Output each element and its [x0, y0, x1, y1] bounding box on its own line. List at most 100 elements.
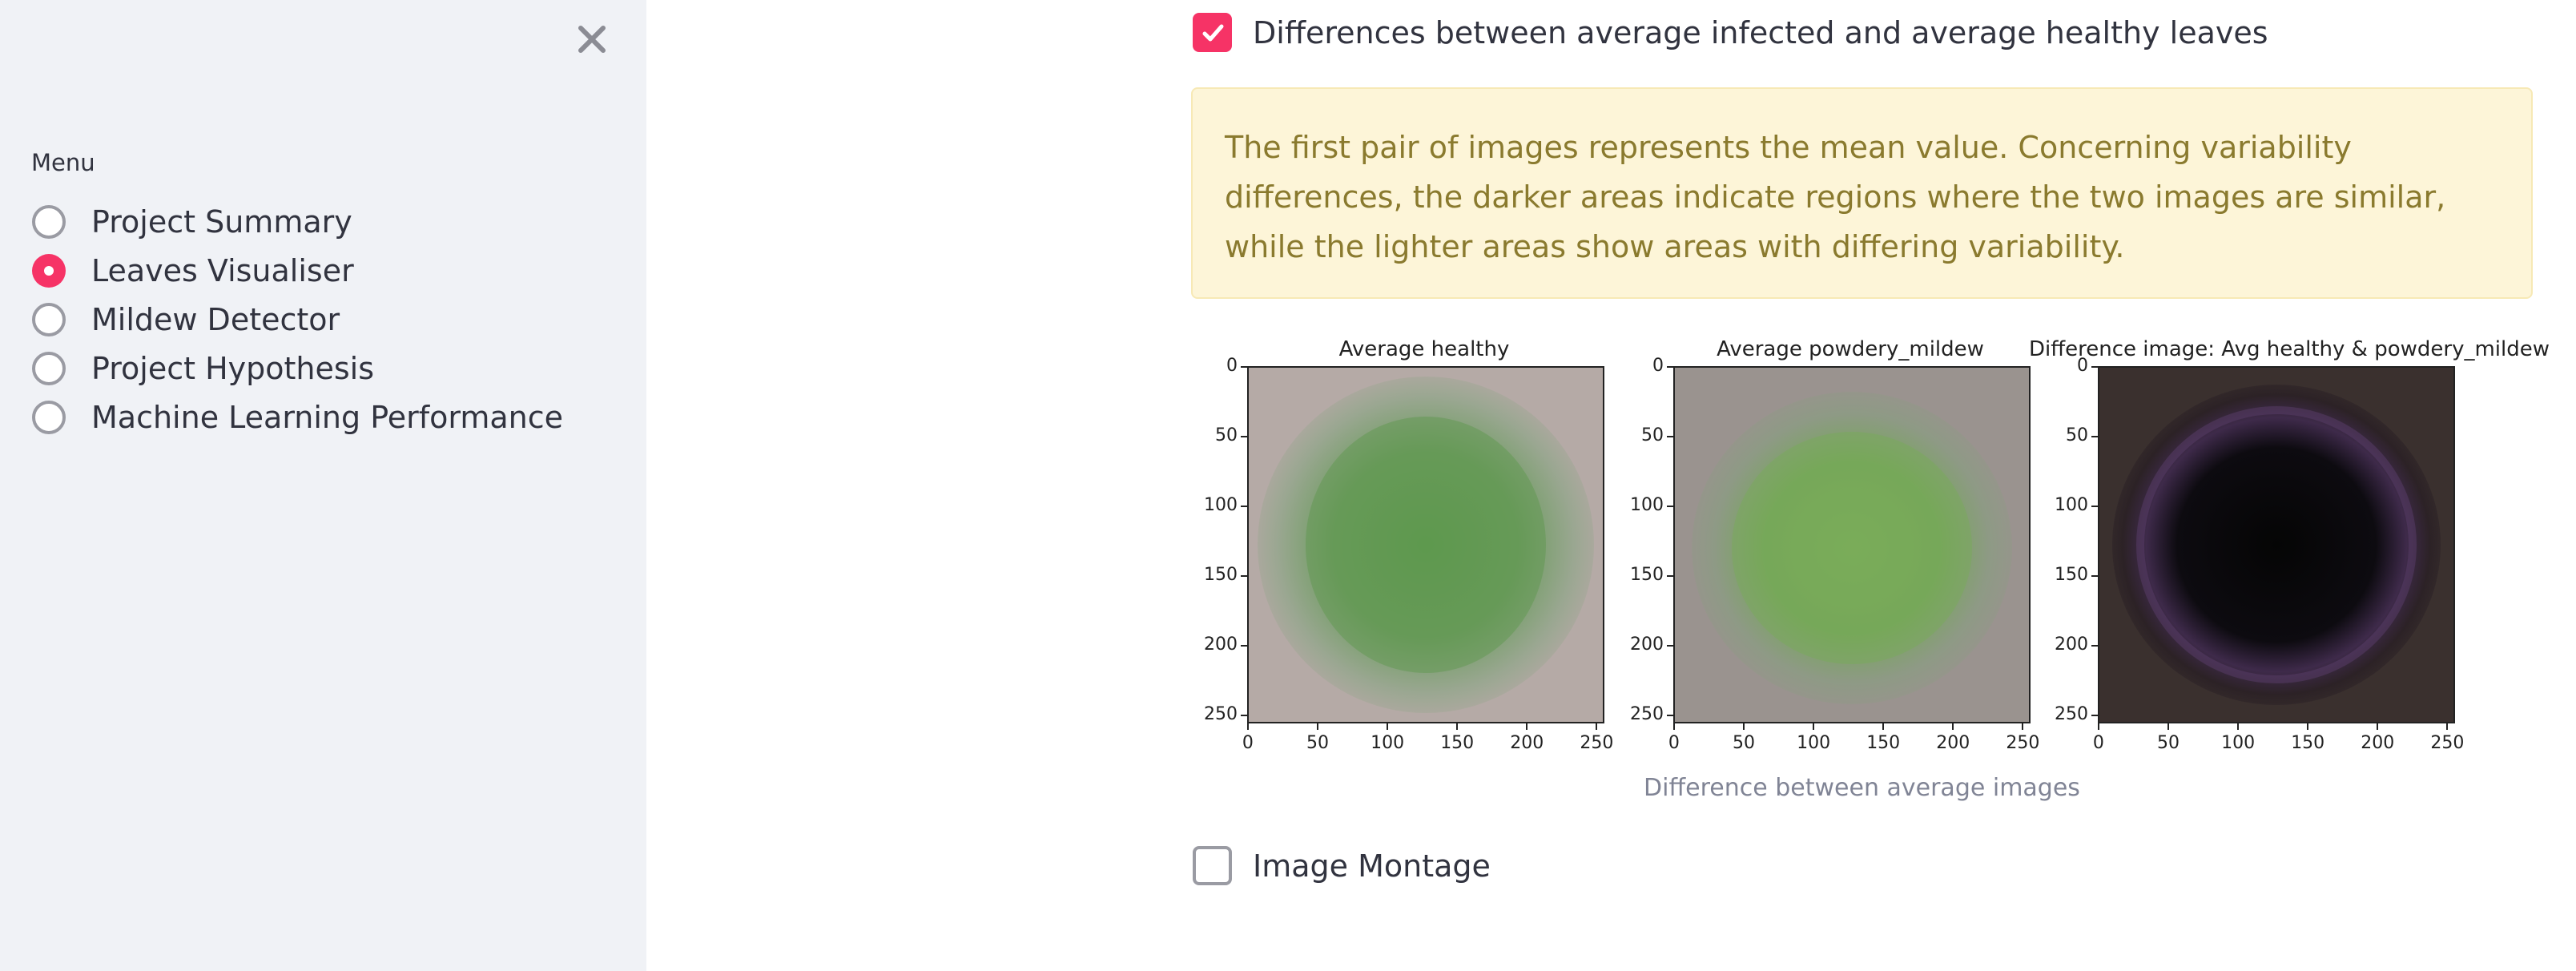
- x-tick-label: 200: [2361, 733, 2395, 753]
- close-icon: [578, 26, 606, 53]
- average-images-figure: Average healthy Average powdery_mildew D…: [1191, 332, 2550, 761]
- y-tick-mark: [2091, 715, 2098, 717]
- x-tick-label: 250: [2430, 733, 2465, 753]
- y-tick-label: 150: [1204, 565, 1238, 586]
- y-tick-mark: [1667, 506, 1673, 508]
- menu-item-label: Mildew Detector: [91, 301, 340, 337]
- average-powdery-mildew-image: [1673, 366, 2031, 723]
- y-tick-label: 150: [2055, 565, 2088, 586]
- y-tick-label: 250: [1204, 704, 1238, 725]
- x-tick-mark: [2377, 723, 2379, 730]
- checkbox-unchecked[interactable]: [1193, 846, 1232, 885]
- y-tick-label: 50: [1641, 425, 1664, 445]
- y-tick-label: 200: [1630, 635, 1664, 655]
- x-tick-label: 250: [1580, 733, 1614, 753]
- plot-title: Difference image: Avg healthy & powdery_…: [2028, 337, 2550, 361]
- y-tick-mark: [2091, 645, 2098, 647]
- x-tick-label: 50: [1306, 733, 1329, 753]
- y-tick-mark: [1241, 506, 1247, 508]
- x-tick-mark: [2446, 723, 2449, 730]
- x-tick-label: 0: [1242, 733, 1254, 753]
- difference-checkbox-label: Differences between average infected and…: [1253, 14, 2268, 50]
- radio-button[interactable]: [32, 204, 66, 239]
- x-tick-mark: [1387, 723, 1389, 730]
- menu-label: Menu: [31, 149, 95, 176]
- x-tick-mark: [1316, 723, 1318, 730]
- close-sidebar-button[interactable]: [570, 18, 614, 61]
- x-tick-label: 200: [1510, 733, 1544, 753]
- y-tick-label: 0: [1226, 355, 1238, 376]
- plot-average-powdery-mildew: Average powdery_mildew: [1617, 332, 2050, 761]
- x-tick-mark: [1742, 723, 1745, 730]
- y-tick-mark: [1241, 365, 1247, 368]
- x-tick-label: 250: [2006, 733, 2040, 753]
- y-tick-label: 250: [2055, 704, 2088, 725]
- x-tick-label: 200: [1936, 733, 1970, 753]
- x-tick-label: 100: [1371, 733, 1405, 753]
- y-tick-label: 200: [2055, 635, 2088, 655]
- sidebar: Menu Project Summary Leaves Visualiser M…: [0, 0, 646, 971]
- y-tick-mark: [1667, 575, 1673, 578]
- figure-caption: Difference between average images: [1644, 774, 2080, 802]
- x-tick-mark: [2167, 723, 2169, 730]
- x-tick-mark: [1952, 723, 1954, 730]
- menu-item-project-summary[interactable]: Project Summary: [32, 197, 563, 246]
- y-tick-label: 0: [2077, 355, 2088, 376]
- menu-item-leaves-visualiser[interactable]: Leaves Visualiser: [32, 246, 563, 295]
- x-tick-mark: [1882, 723, 1885, 730]
- x-tick-mark: [1246, 723, 1249, 730]
- plot-average-healthy: Average healthy: [1191, 332, 1624, 761]
- x-tick-mark: [1596, 723, 1598, 730]
- x-tick-mark: [1526, 723, 1528, 730]
- y-tick-label: 100: [2055, 495, 2088, 516]
- x-tick-mark: [1672, 723, 1675, 730]
- radio-button[interactable]: [32, 400, 66, 434]
- average-healthy-image: [1247, 366, 1604, 723]
- difference-image: [2098, 366, 2455, 723]
- y-tick-label: 100: [1204, 495, 1238, 516]
- checkmark-icon: [1202, 24, 1223, 41]
- x-tick-mark: [1456, 723, 1459, 730]
- checkbox-checked[interactable]: [1193, 13, 1232, 52]
- y-tick-label: 250: [1630, 704, 1664, 725]
- x-tick-label: 150: [1866, 733, 1901, 753]
- y-tick-mark: [1241, 645, 1247, 647]
- y-tick-mark: [2091, 365, 2098, 368]
- y-tick-label: 50: [1215, 425, 1238, 445]
- menu-radio-group: Project Summary Leaves Visualiser Mildew…: [32, 197, 563, 441]
- menu-item-project-hypothesis[interactable]: Project Hypothesis: [32, 344, 563, 393]
- x-tick-mark: [2097, 723, 2099, 730]
- radio-button[interactable]: [32, 302, 66, 336]
- y-tick-mark: [1667, 645, 1673, 647]
- x-tick-mark: [2237, 723, 2240, 730]
- difference-checkbox[interactable]: Differences between average infected and…: [1193, 13, 2268, 52]
- y-tick-mark: [2091, 506, 2098, 508]
- y-tick-mark: [1241, 575, 1247, 578]
- plot-title: Average powdery_mildew: [1717, 337, 1984, 361]
- plot-title: Average healthy: [1338, 337, 1510, 361]
- x-tick-label: 0: [2092, 733, 2104, 753]
- menu-item-label: Leaves Visualiser: [91, 252, 354, 288]
- x-tick-label: 100: [2221, 733, 2256, 753]
- y-tick-label: 100: [1630, 495, 1664, 516]
- y-tick-mark: [2091, 575, 2098, 578]
- y-tick-label: 150: [1630, 565, 1664, 586]
- menu-item-label: Machine Learning Performance: [91, 399, 563, 435]
- y-tick-mark: [1667, 365, 1673, 368]
- menu-item-mildew-detector[interactable]: Mildew Detector: [32, 295, 563, 344]
- y-tick-mark: [1241, 715, 1247, 717]
- radio-button[interactable]: [32, 351, 66, 385]
- y-tick-mark: [1667, 715, 1673, 717]
- x-tick-mark: [2022, 723, 2024, 730]
- menu-item-label: Project Hypothesis: [91, 350, 375, 386]
- x-tick-label: 50: [1732, 733, 1755, 753]
- menu-item-ml-performance[interactable]: Machine Learning Performance: [32, 393, 563, 441]
- x-tick-label: 100: [1797, 733, 1831, 753]
- radio-button-selected[interactable]: [32, 253, 66, 288]
- x-tick-label: 150: [2291, 733, 2325, 753]
- y-tick-label: 50: [2066, 425, 2088, 445]
- y-tick-mark: [1667, 435, 1673, 437]
- x-tick-mark: [1813, 723, 1815, 730]
- info-text: The first pair of images represents the …: [1225, 130, 2446, 264]
- image-montage-checkbox[interactable]: Image Montage: [1193, 846, 1491, 885]
